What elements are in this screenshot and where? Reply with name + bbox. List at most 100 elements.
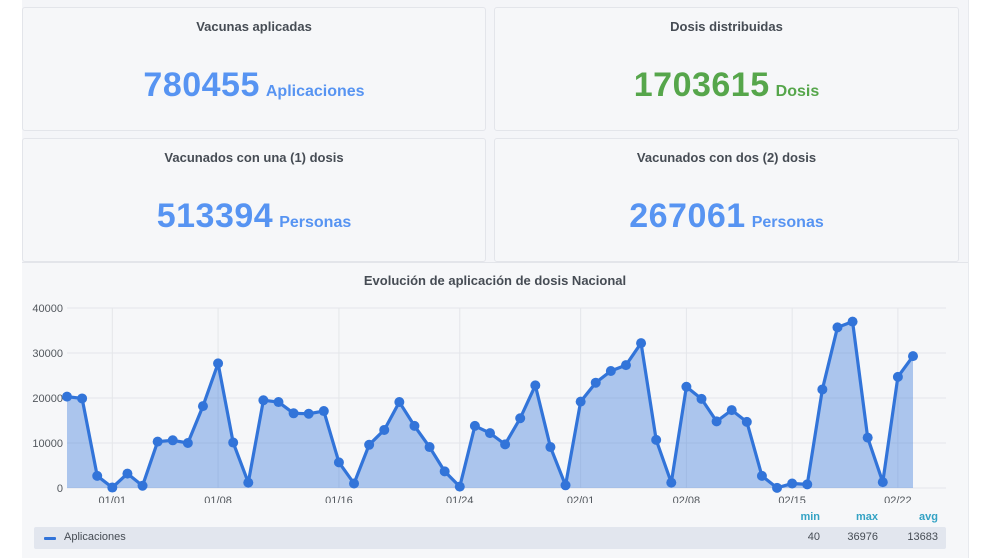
data-point[interactable] [243,477,254,488]
data-point[interactable] [182,438,193,448]
data-point[interactable] [651,434,662,445]
data-point[interactable] [847,316,858,327]
x-tick-label: 02/01 [567,495,595,503]
x-tick-label: 02/15 [778,495,806,503]
stat-value-group: 267061 Personas [495,197,958,236]
data-point[interactable] [303,408,314,419]
stat-value-group: 780455 Aplicaciones [23,66,485,105]
data-point[interactable] [197,401,208,412]
data-point[interactable] [454,481,465,492]
data-point[interactable] [545,442,556,453]
data-point[interactable] [726,405,737,416]
x-tick-label: 01/24 [446,495,474,503]
legend-avg-value: 13683 [907,531,938,543]
data-point[interactable] [62,391,72,402]
data-point[interactable] [152,436,163,447]
data-point[interactable] [817,384,828,395]
y-tick-label: 0 [57,483,63,495]
data-point[interactable] [364,439,375,450]
data-point[interactable] [636,338,647,349]
stat-unit: Aplicaciones [265,83,365,100]
data-point[interactable] [575,396,586,407]
data-point[interactable] [681,381,692,392]
panel-title: Dosis distribuidas [670,19,783,34]
data-point[interactable] [892,371,903,382]
chart-panel-evolucion[interactable]: Evolución de aplicación de dosis Naciona… [22,262,968,558]
legend-header-min[interactable]: min [800,511,820,523]
data-point[interactable] [379,424,390,435]
data-point[interactable] [394,397,405,408]
data-point[interactable] [409,420,420,431]
data-point[interactable] [908,351,918,362]
data-point[interactable] [318,406,329,417]
stat-panel-dosis-distribuidas[interactable]: Dosis distribuidas 1703615 Dosis [494,7,959,131]
data-point[interactable] [258,395,269,406]
data-point[interactable] [515,413,526,424]
data-point[interactable] [605,366,616,376]
data-point[interactable] [469,420,480,431]
data-point[interactable] [288,408,299,419]
legend-header-avg[interactable]: avg [919,511,938,523]
y-tick-label: 20000 [32,393,63,405]
data-point[interactable] [92,470,103,481]
data-point[interactable] [620,360,631,371]
data-point[interactable] [77,393,88,404]
data-point[interactable] [862,432,873,443]
stat-panel-vacunas-aplicadas[interactable]: Vacunas aplicadas 780455 Aplicaciones [22,7,486,131]
data-point[interactable] [832,322,843,333]
data-point[interactable] [802,479,813,490]
stat-value-group: 1703615 Dosis [495,66,958,105]
data-point[interactable] [756,470,767,481]
data-point[interactable] [772,482,783,493]
x-tick-label: 01/16 [325,495,353,503]
data-point[interactable] [590,377,601,388]
x-tick-label: 02/08 [673,495,701,503]
legend-series-row[interactable]: Aplicaciones 40 36976 13683 [34,527,946,549]
data-point[interactable] [273,397,284,408]
panel-title: Vacunados con dos (2) dosis [636,150,817,165]
stat-unit: Personas [279,214,352,231]
data-point[interactable] [122,468,133,479]
data-point[interactable] [349,478,360,489]
y-tick-label: 30000 [32,348,63,360]
data-point[interactable] [167,435,178,446]
area-fill [67,321,913,488]
stat-value: 1703615 [633,66,770,104]
y-tick-label: 40000 [32,303,63,315]
legend-max-value: 36976 [847,531,878,543]
legend-min-value: 40 [807,531,820,543]
data-point[interactable] [666,477,677,488]
data-point[interactable] [137,480,148,491]
data-point[interactable] [500,439,511,450]
data-point[interactable] [741,416,752,427]
data-point[interactable] [439,466,450,477]
left-margin [0,0,22,558]
data-point[interactable] [530,380,541,391]
stat-panel-dos-dosis[interactable]: Vacunados con dos (2) dosis 267061 Person… [494,138,959,262]
data-point[interactable] [787,478,798,489]
data-point[interactable] [333,457,344,468]
legend-header-max[interactable]: max [855,511,878,523]
series-color-swatch[interactable] [44,537,56,540]
data-point[interactable] [213,358,224,369]
stat-panel-una-dosis[interactable]: Vacunados con una (1) dosis 513394 Person… [22,138,486,262]
stat-value: 780455 [143,66,260,104]
data-point[interactable] [485,428,495,439]
data-point[interactable] [424,442,435,453]
legend-series-label[interactable]: Aplicaciones [64,531,126,543]
data-point[interactable] [107,482,118,493]
stat-unit: Personas [751,214,824,231]
data-point[interactable] [560,480,571,491]
data-point[interactable] [877,477,888,488]
stat-value: 267061 [629,197,746,235]
y-tick-label: 10000 [32,438,63,450]
panel-title: Vacunados con una (1) dosis [164,150,344,165]
area-chart[interactable]: 0 10000 20000 30000 40000 01/01 01/08 01/16 01/2… [22,263,968,503]
panel-title: Vacunas aplicadas [196,19,312,34]
stat-value: 513394 [156,197,274,235]
data-point[interactable] [696,393,707,404]
data-point[interactable] [228,437,239,448]
stat-unit: Dosis [775,83,820,100]
right-scroll-area [968,0,992,558]
data-point[interactable] [711,416,722,427]
